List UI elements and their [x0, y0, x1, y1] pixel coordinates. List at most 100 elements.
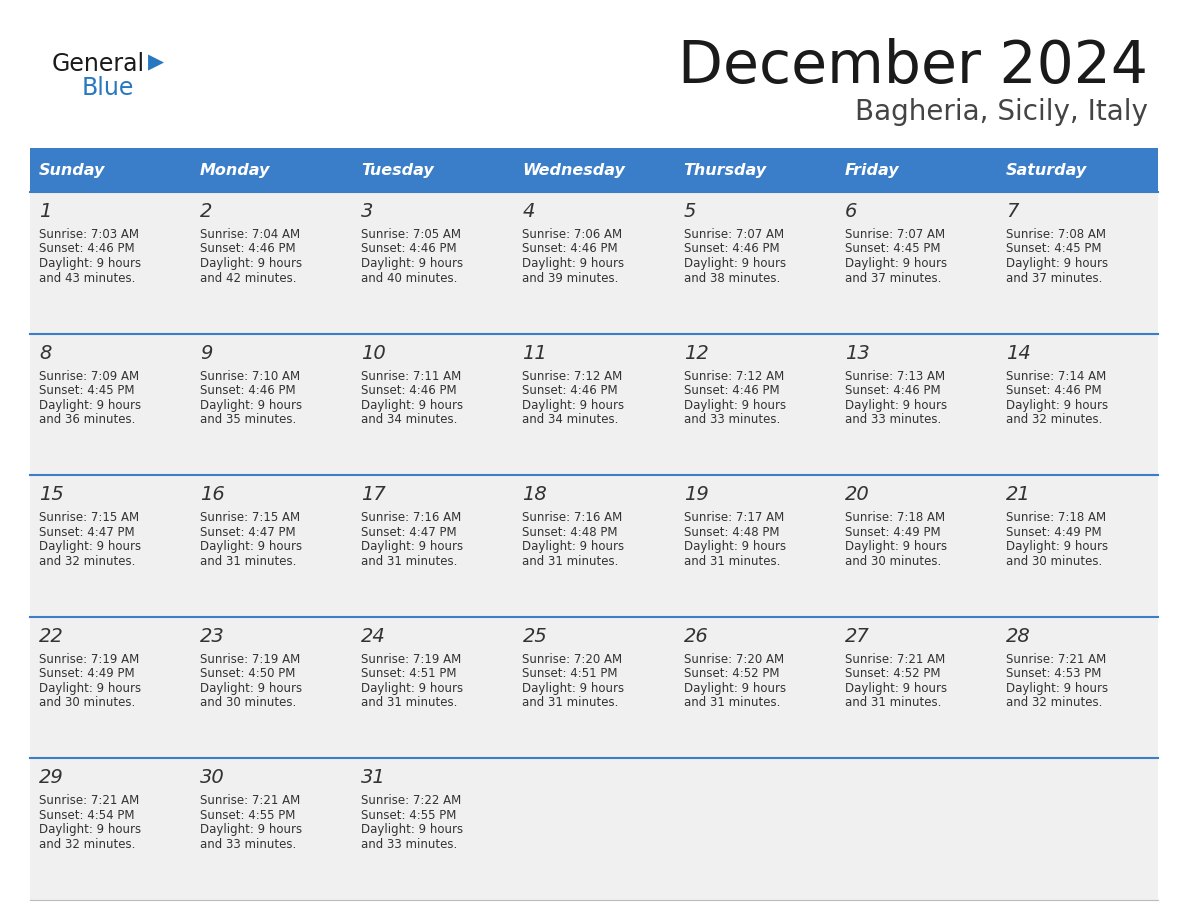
Text: 17: 17: [361, 486, 386, 504]
Text: Sunset: 4:46 PM: Sunset: 4:46 PM: [1006, 384, 1101, 397]
Text: Daylight: 9 hours: Daylight: 9 hours: [523, 398, 625, 411]
Text: Sunset: 4:52 PM: Sunset: 4:52 PM: [683, 667, 779, 680]
Bar: [675, 617, 835, 758]
Text: Sunset: 4:47 PM: Sunset: 4:47 PM: [200, 526, 296, 539]
Text: and 32 minutes.: and 32 minutes.: [1006, 696, 1102, 710]
Text: and 34 minutes.: and 34 minutes.: [361, 413, 457, 426]
Text: Daylight: 9 hours: Daylight: 9 hours: [845, 398, 947, 411]
Text: Sunrise: 7:12 AM: Sunrise: 7:12 AM: [683, 370, 784, 383]
Bar: [675, 476, 835, 617]
Text: Sunset: 4:46 PM: Sunset: 4:46 PM: [361, 242, 457, 255]
Text: Sunset: 4:49 PM: Sunset: 4:49 PM: [1006, 526, 1101, 539]
Text: 8: 8: [39, 343, 51, 363]
Bar: [513, 758, 675, 900]
Text: Sunset: 4:51 PM: Sunset: 4:51 PM: [361, 667, 456, 680]
Text: Daylight: 9 hours: Daylight: 9 hours: [200, 540, 302, 554]
Bar: [513, 148, 675, 192]
Text: Sunrise: 7:21 AM: Sunrise: 7:21 AM: [39, 794, 139, 808]
Bar: [835, 148, 997, 192]
Text: 7: 7: [1006, 202, 1018, 221]
Text: and 34 minutes.: and 34 minutes.: [523, 413, 619, 426]
Bar: [30, 192, 191, 333]
Text: 30: 30: [200, 768, 225, 788]
Bar: [30, 476, 191, 617]
Text: Sunset: 4:47 PM: Sunset: 4:47 PM: [39, 526, 134, 539]
Text: Daylight: 9 hours: Daylight: 9 hours: [200, 823, 302, 836]
Text: 24: 24: [361, 627, 386, 645]
Text: Thursday: Thursday: [683, 162, 766, 177]
Text: Sunset: 4:46 PM: Sunset: 4:46 PM: [361, 384, 457, 397]
Text: Sunset: 4:46 PM: Sunset: 4:46 PM: [523, 242, 618, 255]
Bar: [835, 333, 997, 476]
Bar: [30, 333, 191, 476]
Text: and 32 minutes.: and 32 minutes.: [1006, 413, 1102, 426]
Text: Daylight: 9 hours: Daylight: 9 hours: [1006, 398, 1108, 411]
Text: Friday: Friday: [845, 162, 899, 177]
Text: 16: 16: [200, 486, 225, 504]
Bar: [997, 192, 1158, 333]
Text: Daylight: 9 hours: Daylight: 9 hours: [845, 257, 947, 270]
Text: and 37 minutes.: and 37 minutes.: [1006, 272, 1102, 285]
Text: Daylight: 9 hours: Daylight: 9 hours: [1006, 257, 1108, 270]
Text: 1: 1: [39, 202, 51, 221]
Text: and 33 minutes.: and 33 minutes.: [845, 413, 941, 426]
Bar: [835, 476, 997, 617]
Text: and 31 minutes.: and 31 minutes.: [200, 554, 297, 567]
Text: Sunrise: 7:11 AM: Sunrise: 7:11 AM: [361, 370, 461, 383]
Text: 15: 15: [39, 486, 64, 504]
Text: Blue: Blue: [82, 76, 134, 100]
Text: 18: 18: [523, 486, 548, 504]
Text: and 31 minutes.: and 31 minutes.: [361, 554, 457, 567]
Text: Sunrise: 7:04 AM: Sunrise: 7:04 AM: [200, 228, 301, 241]
Text: and 31 minutes.: and 31 minutes.: [683, 696, 781, 710]
Text: Sunrise: 7:08 AM: Sunrise: 7:08 AM: [1006, 228, 1106, 241]
Text: and 39 minutes.: and 39 minutes.: [523, 272, 619, 285]
Text: Sunrise: 7:19 AM: Sunrise: 7:19 AM: [200, 653, 301, 666]
Bar: [353, 758, 513, 900]
Text: Sunrise: 7:19 AM: Sunrise: 7:19 AM: [39, 653, 139, 666]
Text: Sunrise: 7:15 AM: Sunrise: 7:15 AM: [39, 511, 139, 524]
Text: 31: 31: [361, 768, 386, 788]
Text: Daylight: 9 hours: Daylight: 9 hours: [523, 540, 625, 554]
Bar: [835, 617, 997, 758]
Bar: [513, 333, 675, 476]
Text: 23: 23: [200, 627, 225, 645]
Text: Daylight: 9 hours: Daylight: 9 hours: [200, 682, 302, 695]
Text: Sunset: 4:48 PM: Sunset: 4:48 PM: [523, 526, 618, 539]
Text: 6: 6: [845, 202, 857, 221]
Bar: [675, 758, 835, 900]
Text: Daylight: 9 hours: Daylight: 9 hours: [39, 823, 141, 836]
Text: Sunrise: 7:07 AM: Sunrise: 7:07 AM: [845, 228, 944, 241]
Text: Sunset: 4:46 PM: Sunset: 4:46 PM: [200, 242, 296, 255]
Text: Sunset: 4:48 PM: Sunset: 4:48 PM: [683, 526, 779, 539]
Text: Daylight: 9 hours: Daylight: 9 hours: [39, 540, 141, 554]
Text: Sunset: 4:46 PM: Sunset: 4:46 PM: [39, 242, 134, 255]
Text: and 31 minutes.: and 31 minutes.: [683, 554, 781, 567]
Text: and 31 minutes.: and 31 minutes.: [523, 554, 619, 567]
Bar: [997, 476, 1158, 617]
Text: Sunset: 4:45 PM: Sunset: 4:45 PM: [845, 242, 940, 255]
Text: Daylight: 9 hours: Daylight: 9 hours: [845, 682, 947, 695]
Text: and 31 minutes.: and 31 minutes.: [845, 696, 941, 710]
Text: Wednesday: Wednesday: [523, 162, 625, 177]
Bar: [191, 333, 353, 476]
Text: Daylight: 9 hours: Daylight: 9 hours: [683, 682, 785, 695]
Bar: [353, 333, 513, 476]
Text: Sunday: Sunday: [39, 162, 106, 177]
Text: Sunrise: 7:21 AM: Sunrise: 7:21 AM: [200, 794, 301, 808]
Text: and 30 minutes.: and 30 minutes.: [39, 696, 135, 710]
Text: Sunset: 4:46 PM: Sunset: 4:46 PM: [683, 242, 779, 255]
Text: Sunset: 4:55 PM: Sunset: 4:55 PM: [361, 809, 456, 822]
Text: 2: 2: [200, 202, 213, 221]
Text: and 35 minutes.: and 35 minutes.: [200, 413, 296, 426]
Text: Daylight: 9 hours: Daylight: 9 hours: [200, 398, 302, 411]
Text: Sunset: 4:49 PM: Sunset: 4:49 PM: [845, 526, 941, 539]
Text: 26: 26: [683, 627, 708, 645]
Bar: [191, 758, 353, 900]
Text: 12: 12: [683, 343, 708, 363]
Bar: [191, 192, 353, 333]
Text: 28: 28: [1006, 627, 1031, 645]
Bar: [30, 148, 191, 192]
Text: 20: 20: [845, 486, 870, 504]
Text: and 32 minutes.: and 32 minutes.: [39, 554, 135, 567]
